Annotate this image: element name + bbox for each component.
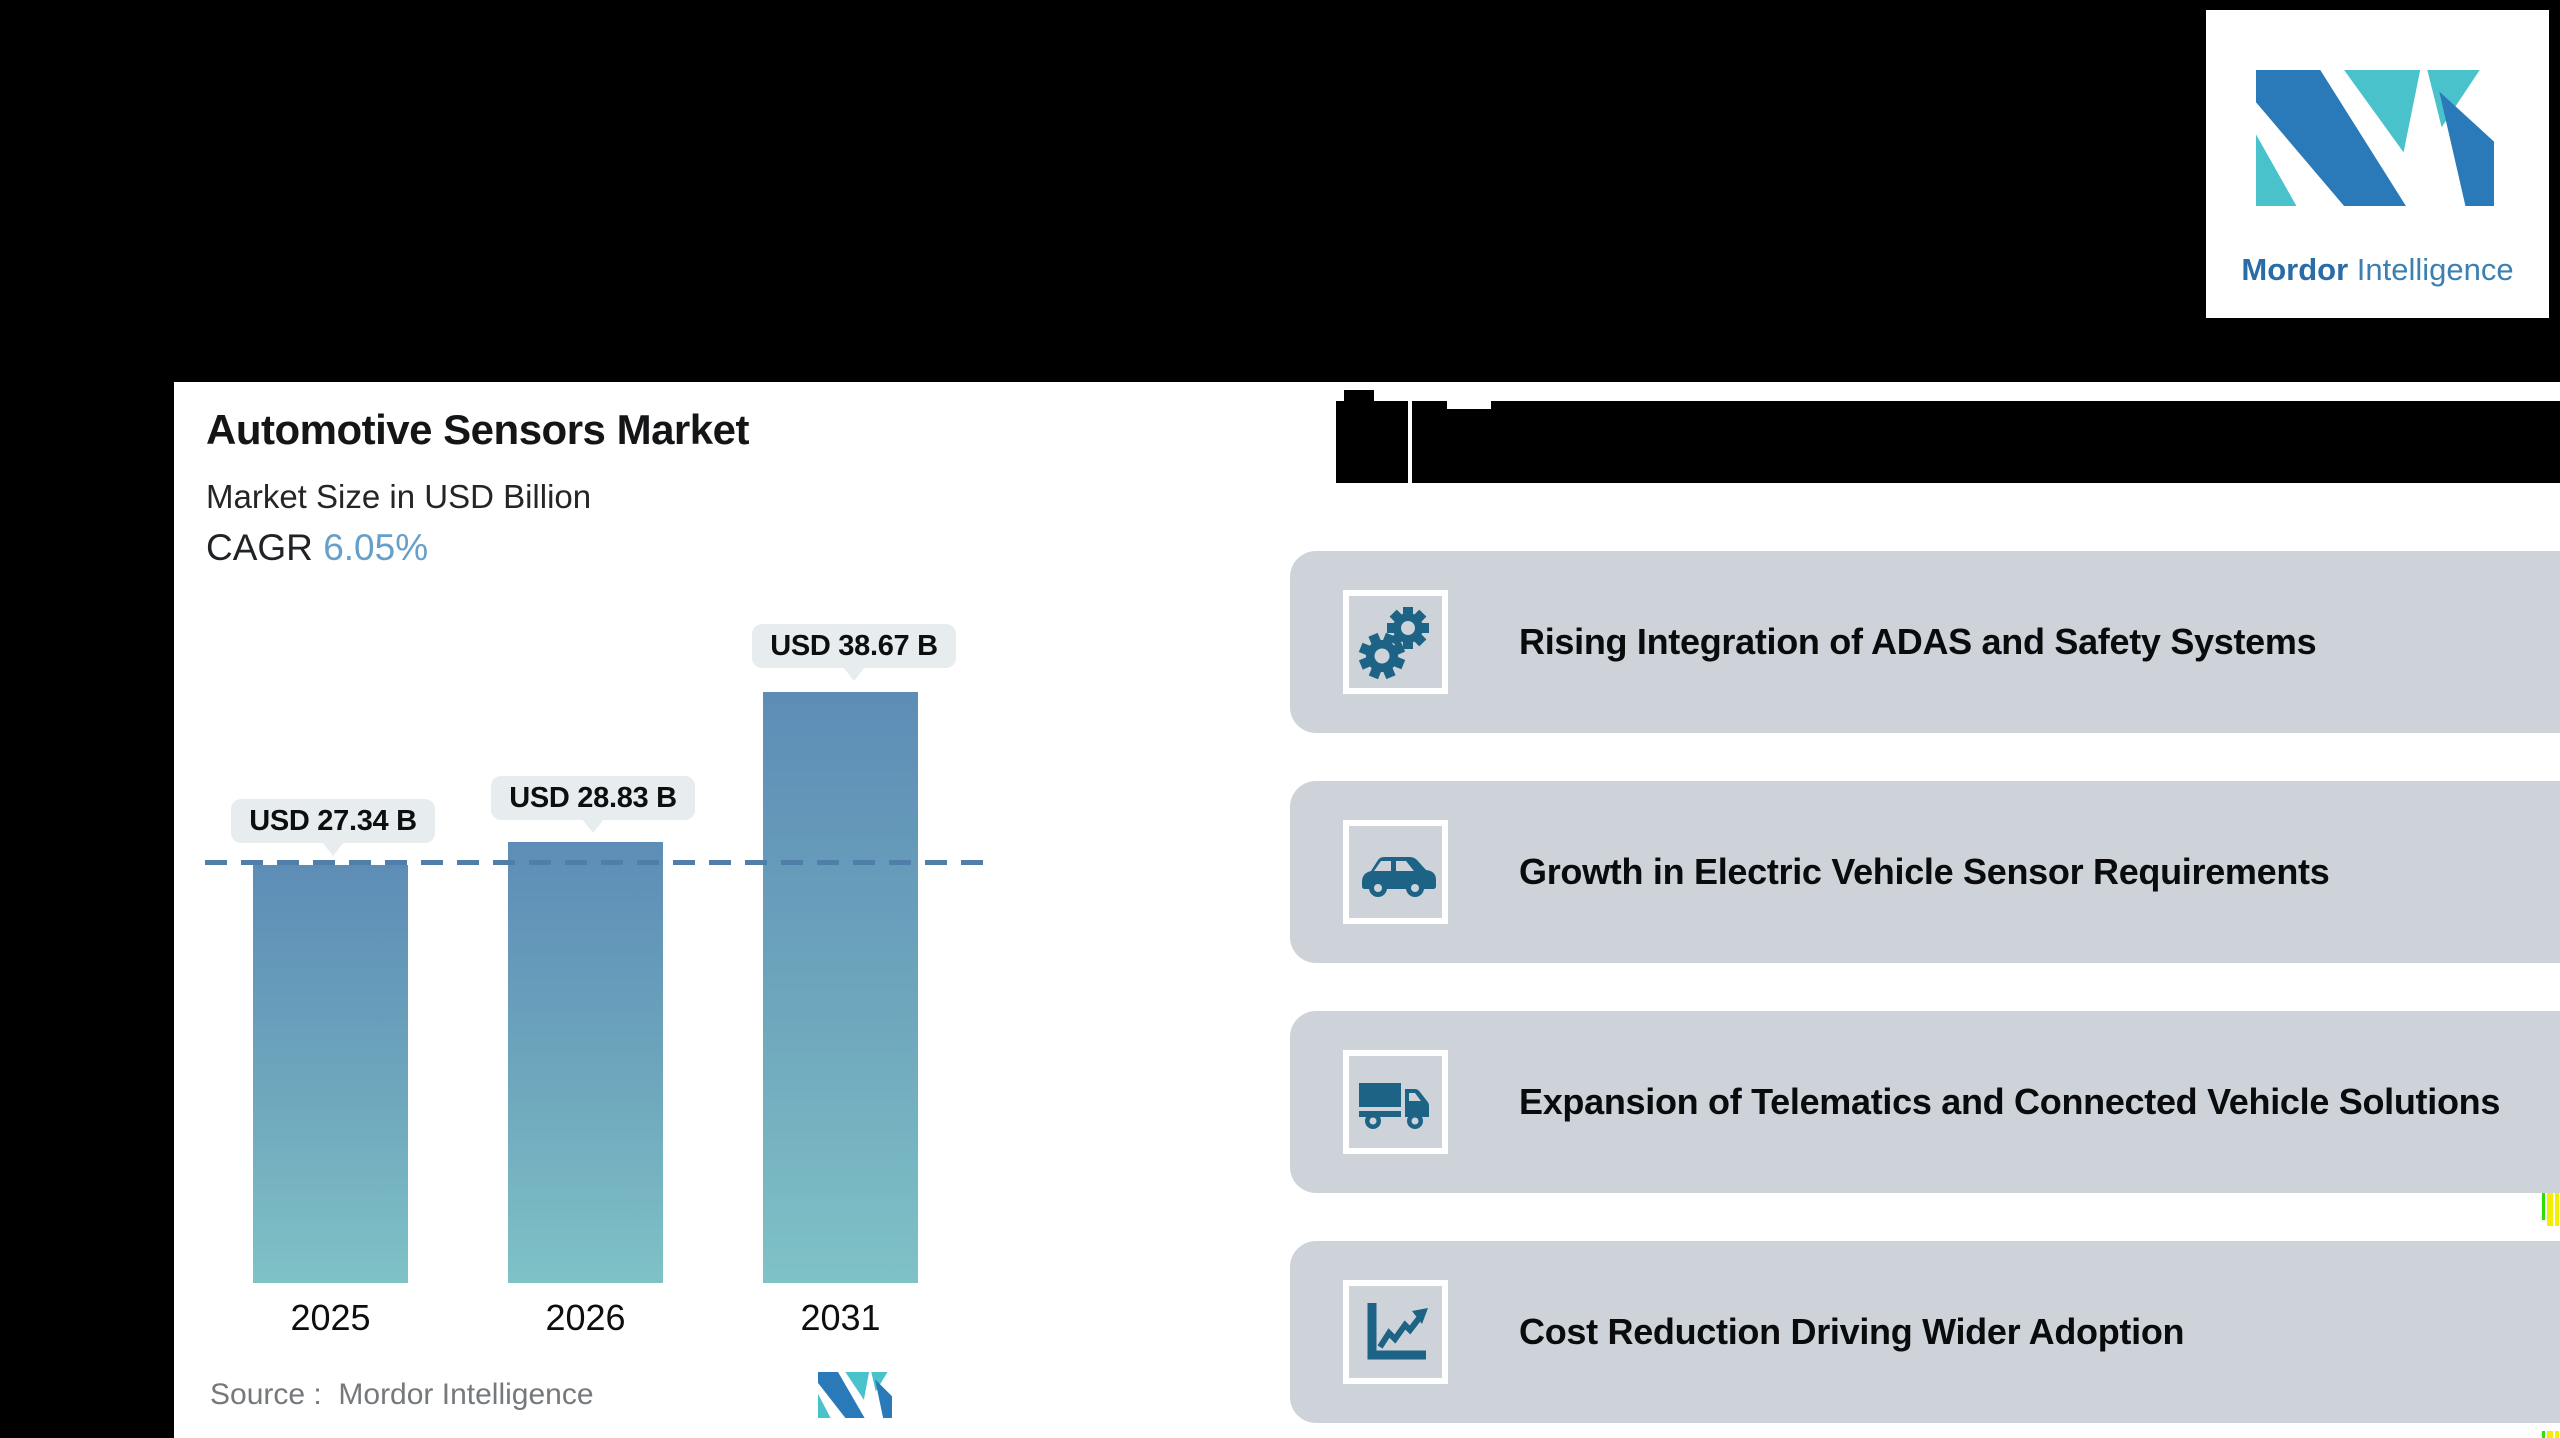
artifact-stripe-yellow	[2555, 1193, 2559, 1226]
bar-2031	[763, 692, 918, 1283]
trend-card-telematics: Expansion of Telematics and Connected Ve…	[1290, 1011, 2560, 1193]
gears-icon	[1358, 607, 1429, 680]
truck-icon	[1358, 1083, 1429, 1129]
redaction-fragment	[1344, 390, 1374, 404]
trend-label: Expansion of Telematics and Connected Ve…	[1519, 1081, 2501, 1122]
icon-frame	[1343, 820, 1448, 924]
brand-wordmark: Mordor Intelligence	[2206, 252, 2549, 288]
icon-frame	[1343, 590, 1448, 694]
bar-2025	[253, 865, 408, 1283]
trend-card-ev: Growth in Electric Vehicle Sensor Requir…	[1290, 781, 2560, 963]
x-tick-2031: 2031	[800, 1297, 881, 1338]
mordor-intelligence-mark-small	[818, 1372, 892, 1418]
x-tick-2026: 2026	[545, 1297, 626, 1338]
trend-card-adas: Rising Integration of ADAS and Safety Sy…	[1290, 551, 2560, 733]
reference-dashed-line	[205, 860, 983, 865]
line-chart-icon	[1367, 1303, 1428, 1360]
cagr-label: CAGR	[206, 527, 324, 568]
trend-label: Growth in Electric Vehicle Sensor Requir…	[1519, 851, 2330, 892]
artifact-stripe-yellow	[2555, 1431, 2559, 1438]
mordor-intelligence-mark	[2256, 70, 2494, 206]
artifact-stripe-yellow	[2547, 1193, 2553, 1226]
icon-frame	[1343, 1280, 1448, 1384]
cagr-line: CAGR 6.05%	[206, 527, 428, 569]
chart-subtitle: Market Size in USD Billion	[206, 478, 592, 515]
brand-wordmark-bold: Mordor	[2241, 252, 2349, 287]
value-tag-2031: USD 38.67 B	[752, 624, 956, 668]
redaction-gap	[1447, 401, 1491, 409]
trend-card-cost: Cost Reduction Driving Wider Adoption	[1290, 1241, 2560, 1423]
car-icon	[1361, 857, 1436, 897]
artifact-stripe-green	[2542, 1431, 2545, 1438]
artifact-stripe-green	[2542, 1193, 2545, 1220]
chart-title: Automotive Sensors Market	[206, 406, 749, 453]
icon-frame	[1343, 1050, 1448, 1154]
value-tag-2026: USD 28.83 B	[491, 776, 695, 820]
trend-label: Rising Integration of ADAS and Safety Sy…	[1519, 621, 2317, 662]
brand-wordmark-regular: Intelligence	[2348, 252, 2514, 287]
x-tick-2025: 2025	[290, 1297, 371, 1338]
source-attribution: Source : Mordor Intelligence	[210, 1378, 594, 1411]
redaction-gap	[1408, 401, 1412, 483]
redacted-heading-bar	[1336, 401, 2560, 483]
brand-logo-box: Mordor Intelligence	[2206, 10, 2549, 318]
artifact-stripe-yellow	[2547, 1431, 2553, 1438]
trend-label: Cost Reduction Driving Wider Adoption	[1519, 1311, 2185, 1352]
value-tag-2025: USD 27.34 B	[231, 799, 435, 843]
bar-2026	[508, 842, 663, 1283]
cagr-value: 6.05%	[323, 527, 429, 568]
